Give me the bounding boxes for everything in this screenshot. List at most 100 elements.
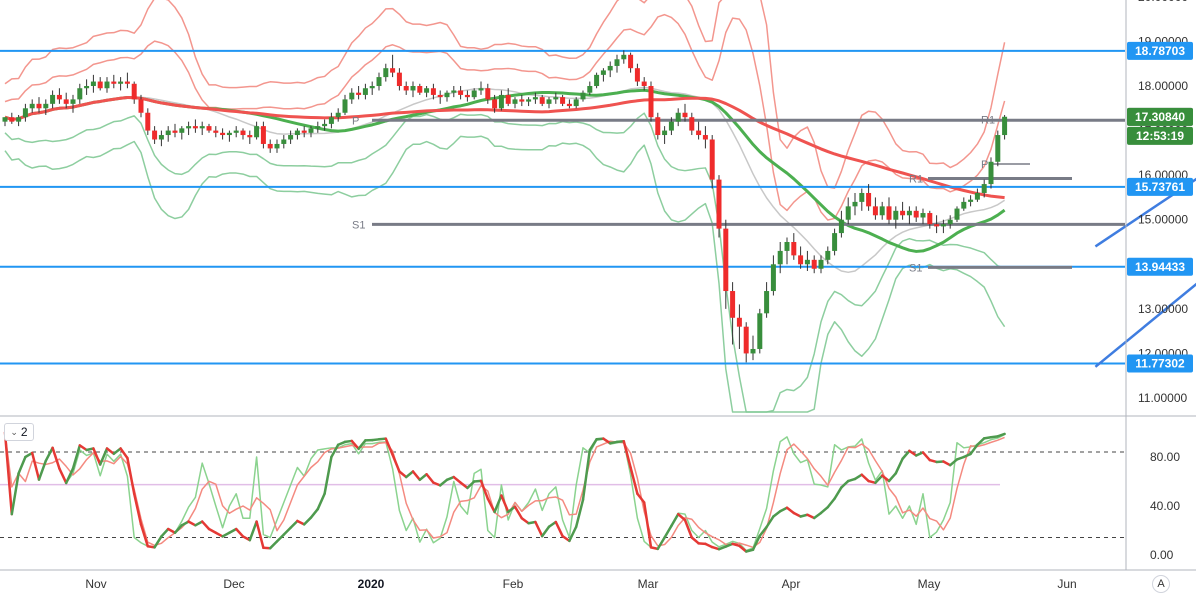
candle-body[interactable] [213,130,219,133]
candle-body[interactable] [118,81,124,84]
candle-body[interactable] [546,99,552,104]
candle-body[interactable] [784,242,790,251]
candle-body[interactable] [995,135,1001,162]
candle-body[interactable] [628,54,634,69]
candle-body[interactable] [29,103,35,109]
candle-body[interactable] [315,126,321,129]
candle-body[interactable] [566,103,572,107]
candle-body[interactable] [641,81,647,87]
candle-body[interactable] [451,90,457,93]
oscillator-pane[interactable] [0,431,1125,553]
candle-body[interactable] [498,94,504,109]
candle-body[interactable] [43,103,49,109]
candle-body[interactable] [471,90,477,98]
candle-body[interactable] [301,130,307,133]
candle-body[interactable] [206,126,212,131]
candle-body[interactable] [594,74,600,87]
candle-body[interactable] [492,99,498,109]
candle-body[interactable] [825,250,831,260]
candle-body[interactable] [165,130,171,136]
candle-body[interactable] [77,88,83,100]
candle-body[interactable] [838,219,844,234]
candle-body[interactable] [961,201,967,209]
candle-body[interactable] [294,130,300,136]
candle-body[interactable] [131,83,137,100]
candle-body[interactable] [553,97,559,100]
candle-body[interactable] [560,97,566,104]
candle-body[interactable] [424,88,430,93]
candle-body[interactable] [519,99,525,102]
candle-body[interactable] [226,132,232,136]
candle-body[interactable] [668,121,674,131]
candle-body[interactable] [648,86,654,118]
candle-body[interactable] [50,94,56,104]
candle-body[interactable] [2,117,8,122]
candle-body[interactable] [587,86,593,93]
candle-body[interactable] [743,326,749,354]
candle-body[interactable] [770,264,776,292]
candle-body[interactable] [458,90,464,95]
candle-body[interactable] [736,317,742,327]
candle-body[interactable] [233,130,239,133]
candle-body[interactable] [580,92,586,100]
candle-body[interactable] [607,65,613,71]
candle-body[interactable] [430,88,436,95]
candle-body[interactable] [940,224,946,227]
candle-body[interactable] [573,99,579,107]
auto-scale-button[interactable]: A [1152,575,1170,593]
candle-body[interactable] [934,224,940,227]
candle-body[interactable] [138,99,144,113]
candle-body[interactable] [145,112,151,131]
candle-body[interactable] [152,130,158,140]
candle-body[interactable] [9,117,15,122]
candle-body[interactable] [818,259,824,269]
candle-body[interactable] [852,201,858,207]
candle-body[interactable] [981,184,987,193]
candle-body[interactable] [90,81,96,87]
candle-body[interactable] [505,94,511,104]
candle-body[interactable] [968,199,974,202]
candle-body[interactable] [777,250,783,265]
candle-body[interactable] [811,259,817,269]
candle-body[interactable] [539,97,545,104]
candle-body[interactable] [63,99,69,104]
candle-body[interactable] [485,88,491,100]
candle-body[interactable] [369,86,375,89]
candle-body[interactable] [240,130,246,136]
candle-body[interactable] [124,81,130,84]
candle-body[interactable] [872,206,878,216]
candle-body[interactable] [16,117,22,122]
candle-body[interactable] [376,77,382,87]
candle-body[interactable] [308,128,314,133]
candle-body[interactable] [356,92,362,95]
candle-body[interactable] [274,143,280,149]
candle-body[interactable] [1002,116,1008,136]
candle-body[interactable] [526,99,532,102]
trendline[interactable] [1094,189,1196,368]
candle-body[interactable] [199,126,205,129]
candle-body[interactable] [267,143,273,149]
candle-body[interactable] [172,130,178,133]
candle-body[interactable] [791,242,797,256]
candle-body[interactable] [974,192,980,200]
candle-body[interactable] [757,313,763,349]
candle-body[interactable] [947,219,953,225]
candle-body[interactable] [900,210,906,216]
candle-body[interactable] [764,291,770,314]
candle-body[interactable] [859,192,865,202]
candle-body[interactable] [702,135,708,140]
candle-body[interactable] [186,126,192,129]
candle-body[interactable] [716,179,722,229]
candle-body[interactable] [532,97,538,100]
candle-body[interactable] [36,103,42,109]
candle-body[interactable] [383,68,389,78]
trendline[interactable] [1094,51,1196,248]
candle-body[interactable] [879,206,885,216]
candle-body[interactable] [478,88,484,91]
candle-body[interactable] [390,68,396,73]
candle-body[interactable] [403,86,409,91]
candle-body[interactable] [906,210,912,216]
candle-body[interactable] [70,99,76,104]
candle-body[interactable] [220,132,226,136]
